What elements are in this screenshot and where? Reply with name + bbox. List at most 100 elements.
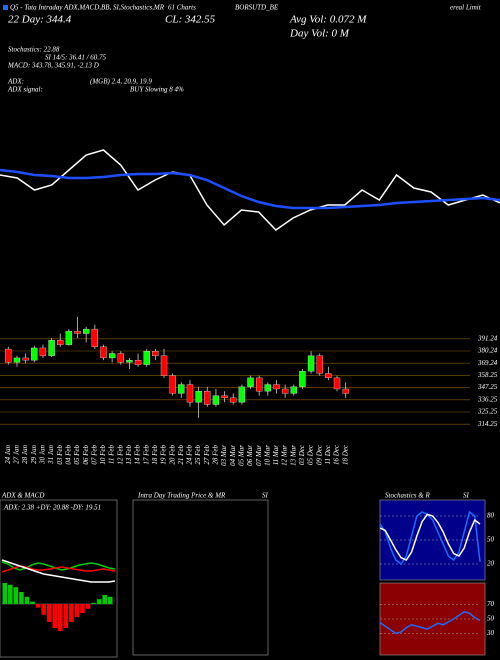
- x-tick-label: 03 Mar: [220, 445, 228, 466]
- candle-body: [160, 355, 168, 376]
- x-tick-label: 29 Jan: [30, 445, 38, 464]
- y-tick-label: 325.25: [477, 408, 498, 416]
- macd-bar: [58, 604, 63, 631]
- candle-body: [325, 373, 332, 379]
- x-tick-label: 04 Feb: [64, 445, 72, 465]
- candle-body: [134, 359, 142, 365]
- candle-body: [281, 388, 289, 394]
- macd-bar: [46, 604, 52, 622]
- panel-frame: [0, 499, 118, 658]
- logo-square: [3, 5, 8, 10]
- x-tick-label: 11 Feb: [108, 445, 116, 465]
- candle-body: [91, 328, 99, 347]
- candle-body: [238, 386, 246, 403]
- y-tick-label: 380.24: [477, 347, 498, 355]
- series-line: [1, 561, 116, 571]
- series-line: [0, 149, 500, 231]
- macd-bar: [13, 587, 19, 604]
- macd-bar: [80, 604, 85, 613]
- x-tick-label: 13 Mar: [289, 445, 297, 466]
- x-tick-label: 11 Dec: [324, 444, 332, 464]
- candle-body: [126, 359, 133, 363]
- header-22day: 22 Day: 344.4: [8, 14, 72, 26]
- macd-bar: [30, 601, 35, 604]
- macd-bar: [2, 583, 8, 604]
- candle-body: [316, 355, 323, 374]
- x-tick-label: 14 Feb: [134, 445, 142, 465]
- header-close: CL: 342.55: [165, 14, 216, 26]
- panel-title: SI: [463, 492, 470, 500]
- y-tick-label: 391.24: [477, 334, 498, 342]
- candle-body: [342, 388, 349, 394]
- x-tick-label: 05 Dec: [307, 444, 315, 465]
- x-tick-label: 07 Mar: [255, 445, 263, 466]
- y-tick-label: 70: [487, 600, 495, 608]
- candle-body: [82, 328, 90, 334]
- candle-body: [195, 391, 202, 403]
- candle-body: [186, 384, 194, 403]
- candle-body: [178, 384, 185, 394]
- x-tick-label: 11 Mar: [272, 445, 280, 466]
- x-tick-label: 04 Mar: [229, 445, 237, 466]
- series-line: [379, 610, 481, 635]
- x-tick-label: 24 Feb: [186, 445, 194, 465]
- x-tick-label: 17 Feb: [142, 445, 150, 465]
- panel-subtitle: ADX: 2.38 +DY: 20.88 -DY: 19.51: [3, 504, 101, 512]
- x-tick-label: 18 Dec: [341, 444, 349, 465]
- macd-bar: [96, 599, 102, 604]
- candle-body: [57, 340, 64, 345]
- header-avg-vol: Avg Vol: 0.072 M: [289, 14, 367, 26]
- x-tick-label: 27 Jan: [13, 445, 21, 464]
- macd-bar: [74, 604, 80, 618]
- x-tick-label: 05 Feb: [73, 445, 81, 465]
- candle-body: [273, 384, 280, 390]
- candle-body: [74, 331, 81, 334]
- x-tick-label: 18 Feb: [151, 445, 159, 465]
- ind-macd: MACD: 343.78, 345.91, -2.13 D: [7, 62, 99, 70]
- y-tick-label: 50: [487, 615, 495, 623]
- macd-bar: [91, 602, 96, 604]
- ind-stoch: Stochastics: 22.88: [8, 46, 60, 54]
- x-tick-label: 13 Feb: [125, 445, 133, 465]
- macd-bar: [63, 604, 69, 628]
- candle-body: [212, 395, 220, 405]
- series-line: [0, 168, 500, 210]
- candle-body: [31, 347, 38, 361]
- header-title: Q5 - Tata Intraday ADX,MACD,BB, SI,Stoch…: [10, 4, 165, 12]
- x-tick-label: 16 Dec: [333, 444, 341, 465]
- candle-body: [255, 377, 263, 392]
- x-tick-label: 24 Jan: [4, 445, 12, 464]
- ind-adx-signal: ADX signal:: [7, 86, 43, 94]
- x-tick-label: 30 Jan: [39, 445, 47, 465]
- x-tick-label: 10 Feb: [99, 445, 107, 465]
- panel-title: Intra Day Trading Price & MR: [137, 492, 226, 500]
- candle-body: [290, 386, 297, 394]
- x-tick-label: 28 Feb: [212, 445, 220, 465]
- macd-bar: [24, 596, 30, 604]
- x-tick-label: 09 Dec: [315, 444, 323, 465]
- header-day-vol: Day Vol: 0 M: [289, 28, 350, 40]
- series-line: [1, 559, 116, 583]
- x-tick-label: 27 Feb: [203, 445, 211, 465]
- candle-body: [230, 397, 237, 403]
- header-company: ereal Limit: [450, 4, 482, 12]
- x-tick-label: 21 Feb: [177, 445, 185, 465]
- y-tick-label: 50: [487, 536, 495, 544]
- candle-body: [143, 351, 150, 365]
- candle-body: [108, 353, 116, 359]
- y-tick-label: 20: [487, 560, 495, 568]
- candle-body: [204, 391, 211, 405]
- x-tick-label: 07 Feb: [90, 445, 98, 465]
- candle-body: [22, 357, 29, 361]
- ind-mgb: (MGB) 2.4, 20.9, 19.9: [90, 78, 152, 86]
- x-tick-label: 03 Feb: [56, 445, 64, 465]
- candle-body: [117, 353, 124, 363]
- macd-bar: [69, 604, 74, 622]
- macd-bar: [107, 596, 113, 604]
- candle-body: [264, 384, 272, 392]
- x-tick-label: 03 Dec: [298, 444, 306, 465]
- y-tick-label: 358.25: [477, 371, 498, 379]
- ind-adx: ADX:: [7, 78, 24, 86]
- candle-body: [100, 346, 107, 359]
